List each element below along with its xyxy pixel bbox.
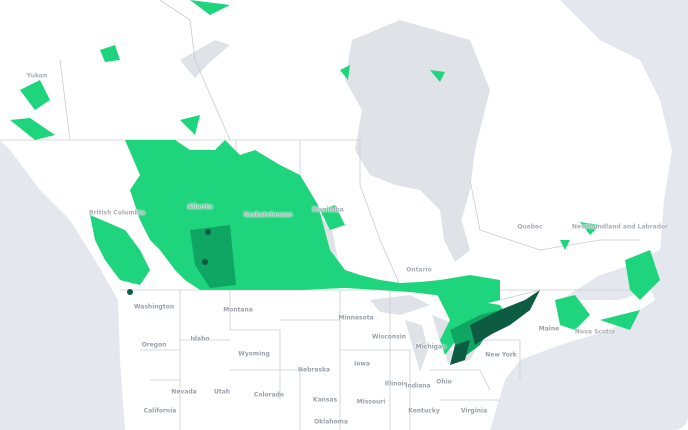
region-label: Colorado <box>253 391 285 399</box>
region-label: Newfoundland and Labrador <box>571 223 669 231</box>
region-label: Virginia <box>460 407 488 415</box>
region-label: Quebec <box>517 223 543 231</box>
region-label: Ohio <box>436 378 452 386</box>
region-label: Kentucky <box>408 407 440 415</box>
hudson-bay <box>345 20 490 225</box>
region-label: Alberta <box>187 203 213 211</box>
region-label: Wyoming <box>238 350 270 358</box>
region-label: Saskatchewan <box>243 211 293 219</box>
region-label: Minnesota <box>338 314 374 322</box>
region-label: Montana <box>223 306 253 314</box>
lake-winnipeg <box>320 215 338 260</box>
region-label: Maine <box>538 325 560 333</box>
region-label: British Columbia <box>89 209 145 217</box>
region-label: Indiana <box>405 382 431 390</box>
region-label: Utah <box>213 388 231 396</box>
region-label: Yukon <box>26 72 48 80</box>
region-label: Manitoba <box>312 206 344 214</box>
region-label: New York <box>485 351 517 359</box>
region-label: Washington <box>133 303 175 311</box>
region-label: Nebraska <box>297 366 331 374</box>
region-label: Oklahoma <box>314 418 348 426</box>
region-label: Nevada <box>171 388 197 396</box>
region-label: Missouri <box>356 398 386 406</box>
region-label: Oregon <box>141 341 167 349</box>
region-label: Ontario <box>406 266 432 274</box>
region-label: Wisconsin <box>371 333 407 341</box>
region-label: Idaho <box>190 335 210 343</box>
region-label: Illinois <box>384 380 408 388</box>
james-bay <box>440 210 470 262</box>
region-label: Iowa <box>354 360 370 368</box>
region-label: Nova Scotia <box>574 328 616 336</box>
coverage-high <box>127 229 540 365</box>
great-slave-lake <box>180 40 230 78</box>
region-label: California <box>143 407 177 415</box>
region-label: Michigan <box>415 343 447 351</box>
region-label: Kansas <box>312 396 338 404</box>
